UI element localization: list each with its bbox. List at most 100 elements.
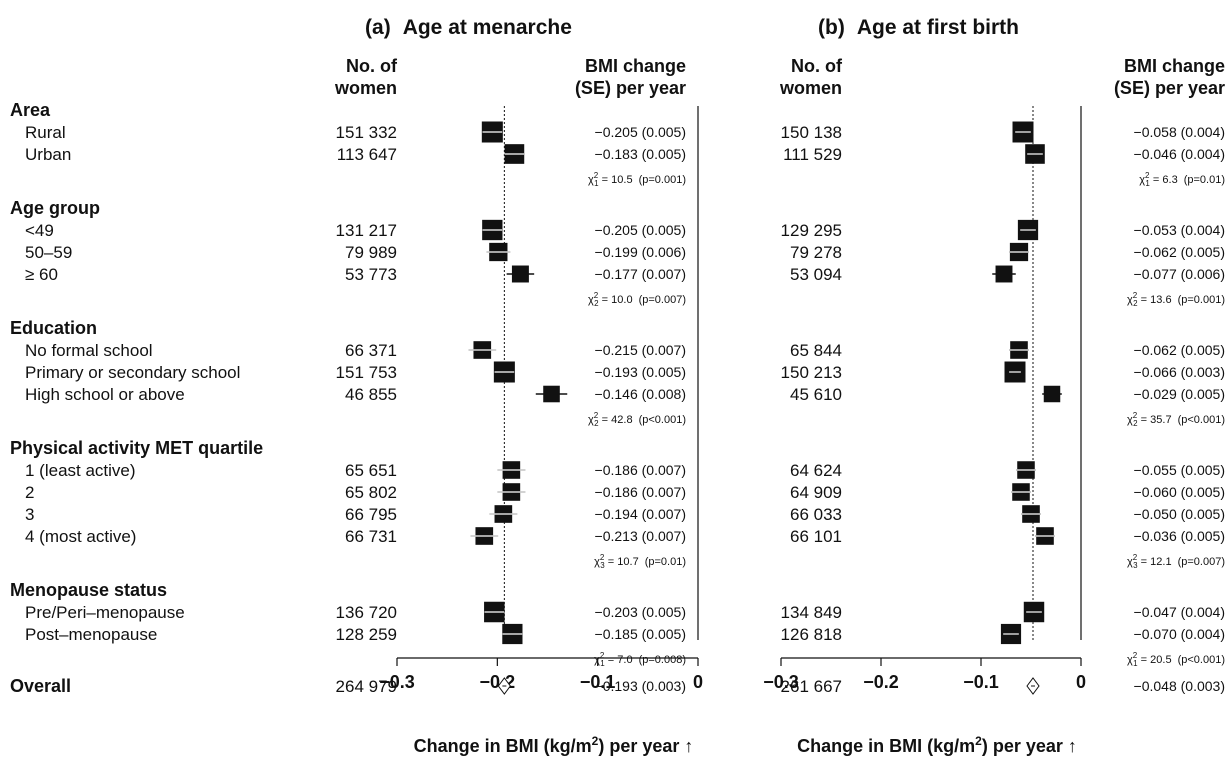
p-value: (p<0.001) [1178,414,1225,426]
row-estimate: −0.205 (0.005) [595,222,686,238]
x-tick-label: −0.1 [963,672,999,692]
row-label: Urban [25,145,71,164]
row-n: 150 138 [781,123,842,142]
row-label: 50–59 [25,243,72,262]
row-n: 151 753 [336,363,397,382]
row-n: 136 720 [336,603,397,622]
n-header-line2: women [779,78,842,98]
row-estimate: −0.050 (0.005) [1134,506,1225,522]
row-label: 3 [25,505,34,524]
group-header: Education [10,318,97,338]
row-label: Pre/Peri–menopause [25,603,185,622]
p-value: (p=0.001) [1178,294,1225,306]
row-n: 126 818 [781,625,842,644]
chi-df: 1 [1133,659,1138,668]
row-n: 79 989 [345,243,397,262]
row-n: 53 094 [790,265,842,284]
row-estimate: −0.183 (0.005) [595,146,686,162]
chi-squared-sup: 2 [600,651,605,660]
x-tick-label: −0.1 [580,672,616,692]
row-n: 65 802 [345,483,397,502]
row-label: Rural [25,123,66,142]
row-estimate: −0.066 (0.003) [1134,364,1225,380]
chi-equals: = [1150,174,1163,186]
p-value: (p=0.007) [1178,556,1225,568]
row-n: 66 033 [790,505,842,524]
row-estimate: −0.029 (0.005) [1134,386,1225,402]
row-estimate: −0.193 (0.005) [595,364,686,380]
row-label: 2 [25,483,34,502]
row-n: 128 259 [336,625,397,644]
panel-letter: a [372,16,384,39]
row-n: 134 849 [781,603,842,622]
row-n: 79 278 [790,243,842,262]
chi-df: 3 [1133,561,1138,570]
overall-n: 264 979 [336,677,397,696]
p-value: (p<0.001) [1178,654,1225,666]
x-tick-label: −0.3 [379,672,415,692]
estimate-square [995,265,1013,283]
x-tick-label: −0.3 [763,672,799,692]
chi-equals: = [1138,294,1151,306]
row-estimate: −0.185 (0.005) [595,626,686,642]
chi-squared-sup: 2 [1133,291,1138,300]
group-header: Physical activity MET quartile [10,438,263,458]
group-header: Age group [10,198,100,218]
panel-title-text: Age at first birth [857,16,1019,39]
heterogeneity-test: χ2 1 = 20.5 (p<0.001) [1127,651,1225,668]
overall-label: Overall [10,676,71,696]
p-value: (p=0.008) [639,654,686,666]
x-tick-label: −0.2 [480,672,516,692]
row-estimate: −0.062 (0.005) [1134,342,1225,358]
row-n: 111 529 [783,145,842,164]
chi-df: 1 [600,659,605,668]
chi-value: 35.7 [1150,414,1171,426]
chi-value: 6.3 [1162,174,1177,186]
row-n: 45 610 [790,385,842,404]
chi-squared-sup: 2 [600,553,605,562]
chi-df: 1 [1145,179,1150,188]
chi-symbol: χ [594,654,600,666]
row-label: Post–menopause [25,625,157,644]
chi-value: 10.7 [617,556,638,568]
panel-letter-open: ( [365,16,372,39]
n-header-line1: No. of [346,56,398,76]
x-axis-label-end: ) per year ↑ [982,736,1077,756]
row-estimate: −0.194 (0.007) [595,506,686,522]
row-n: 53 773 [345,265,397,284]
estimate-header-line1: BMI change [1124,56,1225,76]
estimate-header-line2: (SE) per year [575,78,686,98]
x-axis-label-main: Change in BMI (kg/m [797,736,975,756]
heterogeneity-test: χ2 2 = 10.0 (p=0.007) [588,291,686,308]
row-n: 65 651 [345,461,397,480]
chi-symbol: χ [588,294,594,306]
overall-estimate: −0.048 (0.003) [1134,678,1225,694]
x-tick-label: 0 [693,672,703,692]
row-n: 113 647 [337,145,397,164]
row-estimate: −0.146 (0.008) [595,386,686,402]
row-n: 150 213 [781,363,842,382]
row-label: High school or above [25,385,185,404]
row-label: No formal school [25,341,153,360]
chi-df: 3 [600,561,605,570]
x-axis-label: Change in BMI (kg/m2) per year ↑ [797,734,1077,756]
p-value: (p=0.01) [1184,174,1225,186]
row-estimate: −0.062 (0.005) [1134,244,1225,260]
x-tick-label: −0.2 [863,672,899,692]
row-estimate: −0.203 (0.005) [595,604,686,620]
row-label: 1 (least active) [25,461,136,480]
chi-symbol: χ [1127,294,1133,306]
x-axis-label: Change in BMI (kg/m2) per year ↑ [414,734,694,756]
row-n: 129 295 [781,221,842,240]
estimate-header-line2: (SE) per year [1114,78,1225,98]
p-value: (p=0.01) [645,556,686,568]
estimate-square [543,385,560,403]
chi-value: 10.0 [611,294,632,306]
heterogeneity-test: χ2 2 = 42.8 (p<0.001) [588,411,686,428]
chi-equals: = [599,294,612,306]
row-n: 64 909 [790,483,842,502]
heterogeneity-test: χ2 1 = 10.5 (p=0.001) [588,171,686,188]
chi-value: 12.1 [1150,556,1171,568]
n-header-line1: No. of [791,56,843,76]
